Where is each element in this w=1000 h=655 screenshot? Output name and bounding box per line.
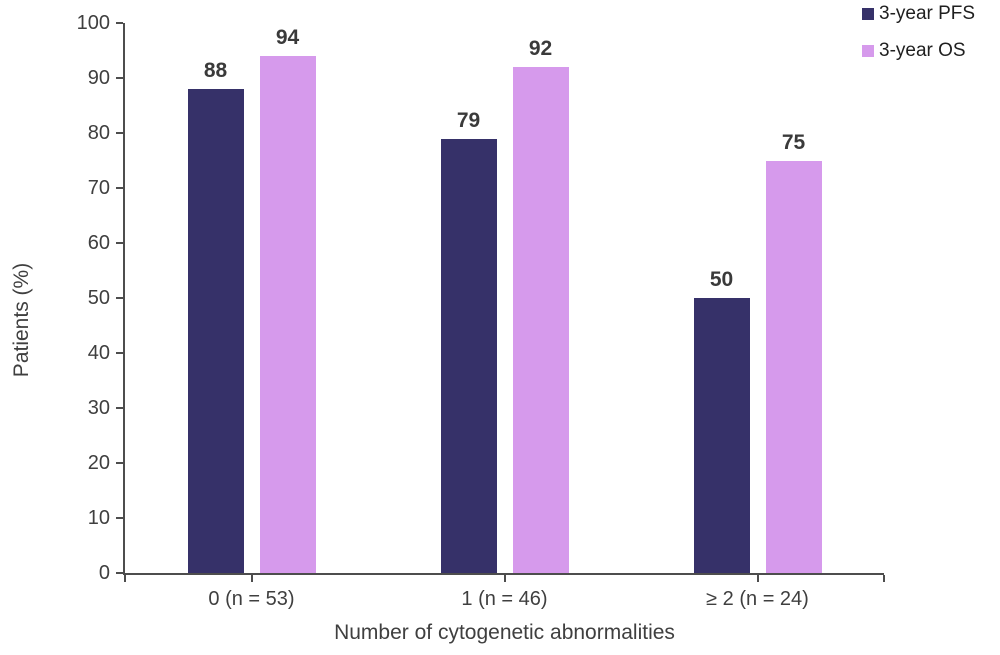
legend-swatch-pfs-icon (862, 8, 874, 20)
y-tick-label: 0 (98, 562, 110, 584)
y-tick-label: 70 (87, 177, 110, 199)
x-axis-line (123, 573, 884, 575)
x-tick-mark (756, 575, 759, 582)
bar-value-label: 50 (709, 268, 734, 291)
y-tick-label: 90 (87, 67, 110, 89)
x-axis-title: Number of cytogenetic abnormalities (334, 621, 675, 644)
legend-label-pfs: 3-year PFS (879, 3, 976, 24)
y-tick-mark (116, 77, 123, 79)
y-tick-mark (116, 517, 123, 519)
bar-value-label: 79 (456, 108, 481, 132)
bar-os (259, 56, 316, 573)
y-tick-mark (116, 352, 123, 354)
x-tick-mark (250, 575, 253, 582)
bar-value-label: 88 (203, 59, 228, 82)
bar-value-label: 75 (781, 130, 806, 154)
y-tick-label: 80 (87, 122, 110, 144)
bar-pfs (187, 89, 244, 573)
bar-value-label: 92 (528, 37, 553, 60)
y-tick-mark (116, 22, 123, 24)
y-tick-mark (116, 187, 123, 189)
y-tick-label: 40 (87, 342, 110, 364)
y-tick-mark (116, 572, 123, 574)
y-tick-mark (116, 407, 123, 409)
x-category-label: 0 (n = 53) (208, 588, 295, 610)
y-tick-label: 20 (87, 452, 110, 474)
y-tick-label: 10 (87, 507, 110, 529)
y-tick-mark (116, 297, 123, 299)
bar-pfs (693, 298, 750, 573)
y-tick-label: 30 (87, 397, 110, 419)
y-axis-line (123, 23, 125, 575)
legend-label-os: 3-year OS (879, 40, 966, 61)
y-tick-label: 100 (76, 12, 110, 34)
y-tick-label: 50 (87, 287, 110, 309)
bar-os (765, 160, 822, 573)
y-tick-mark (116, 462, 123, 464)
legend-item-pfs: 3-year PFS (862, 2, 975, 26)
x-tick-mark (503, 575, 506, 582)
bar-value-label: 94 (275, 26, 300, 49)
y-tick-mark (116, 132, 123, 134)
legend: 3-year PFS 3-year OS (862, 2, 975, 63)
legend-item-os: 3-year OS (862, 39, 975, 63)
x-tick-mark (124, 575, 126, 582)
bar-os (512, 67, 569, 573)
legend-swatch-os-icon (862, 45, 874, 57)
y-tick-mark (116, 242, 123, 244)
x-tick-mark (883, 575, 885, 582)
x-category-label: ≥ 2 (n = 24) (706, 588, 809, 610)
y-tick-label: 60 (87, 232, 110, 254)
x-category-label: 1 (n = 46) (461, 588, 548, 610)
y-axis-title: Patients (%) (10, 262, 33, 378)
bar-pfs (440, 138, 497, 573)
